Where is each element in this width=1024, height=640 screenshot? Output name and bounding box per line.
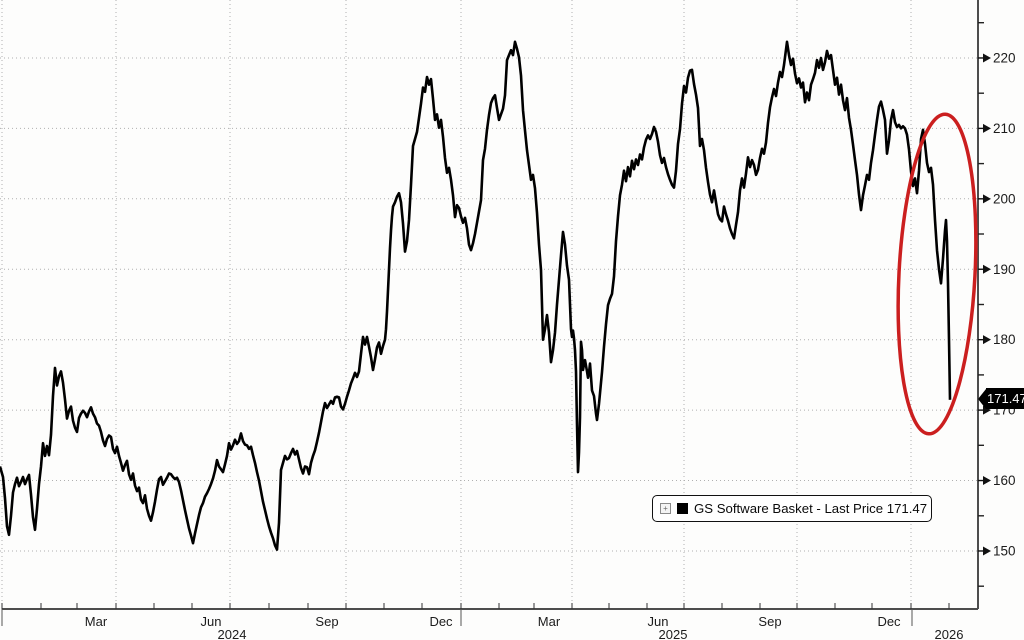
y-tick-arrow-icon: [983, 546, 991, 556]
x-axis-month-label: Jun: [648, 614, 669, 629]
x-axis-month-label: Mar: [85, 614, 108, 629]
legend-expand-icon[interactable]: +: [660, 503, 671, 514]
selloff-highlight-ellipse: [896, 112, 978, 436]
y-axis-label: 190: [993, 262, 1016, 277]
y-tick-arrow-icon: [983, 335, 991, 345]
price-line: [0, 40, 952, 551]
x-axis-year-label: 2026: [935, 627, 964, 640]
x-axis-month-label: Sep: [315, 614, 338, 629]
x-axis-month-label: Sep: [758, 614, 781, 629]
series-swatch-icon: [677, 503, 688, 514]
y-axis-label: 160: [993, 473, 1016, 488]
y-axis-label: 210: [993, 121, 1016, 136]
x-axis-month-label: Jun: [201, 614, 222, 629]
x-axis-year-label: 2024: [218, 627, 247, 640]
last-price-tag: 171.47: [978, 388, 1024, 409]
x-axis-month-label: Mar: [538, 614, 561, 629]
y-tick-arrow-icon: [983, 123, 991, 133]
y-axis-label: 180: [993, 332, 1016, 347]
price-tag-arrow-icon: [978, 388, 986, 409]
legend[interactable]: + GS Software Basket - Last Price 171.47: [652, 495, 932, 522]
y-axis-label: 220: [993, 50, 1016, 65]
y-axis-label: 150: [993, 543, 1016, 558]
y-tick-arrow-icon: [983, 264, 991, 274]
x-axis-month-label: Dec: [877, 614, 901, 629]
y-axis-label: 200: [993, 191, 1016, 206]
legend-label: GS Software Basket - Last Price 171.47: [694, 501, 928, 516]
last-price-value: 171.47: [986, 388, 1024, 409]
y-tick-arrow-icon: [983, 194, 991, 204]
x-axis-year-label: 2025: [659, 627, 688, 640]
x-axis-month-label: Dec: [429, 614, 453, 629]
y-tick-arrow-icon: [983, 476, 991, 486]
y-tick-arrow-icon: [983, 53, 991, 63]
